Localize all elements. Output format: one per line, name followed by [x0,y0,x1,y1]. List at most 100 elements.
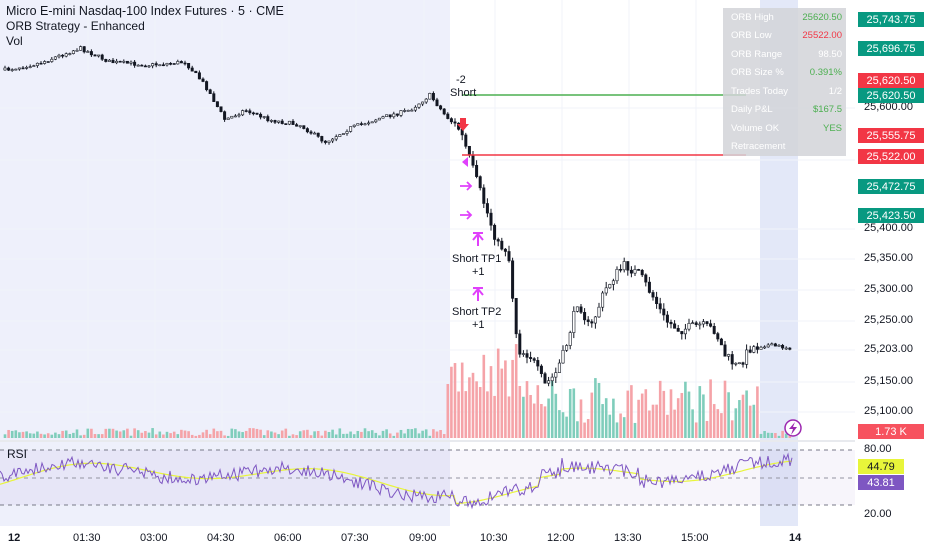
volume-bar [439,429,442,438]
rsi-indicator-name[interactable]: RSI [7,447,28,461]
candle-body [518,333,522,355]
candle-body [709,323,713,327]
candle-body [302,125,306,129]
candle-body [284,123,288,125]
candle-body [374,119,378,123]
candle-body [309,131,313,134]
volume-bar [104,428,108,438]
candle-body [529,357,533,359]
volume-bar [208,434,212,438]
volume-bar [590,392,594,438]
candle-body [640,269,644,276]
volume-bar [493,395,496,438]
candle-body [604,287,608,294]
candle-body [262,116,266,118]
candle-body [550,376,554,382]
volume-bar [216,431,219,438]
volume-bar [97,434,100,438]
volume-bar [601,404,604,438]
candle-body [208,89,212,94]
info-value: 0.391% [809,67,842,79]
volume-bar [273,432,277,438]
candle-body [655,296,659,305]
volume-bar [241,432,244,438]
candle-body [543,373,547,384]
volume-bar [331,429,334,438]
candle-body [187,62,191,69]
candle-body [755,346,759,350]
candle-body [565,345,569,351]
candle-body [194,70,198,74]
candle-body [453,121,457,124]
candle-body [511,260,515,299]
volume-indicator-name[interactable]: Vol [6,34,23,48]
volume-bar [183,430,187,438]
candle-body [676,328,680,332]
volume-bar [406,428,410,438]
info-key: ORB Low [731,30,772,42]
volume-bar [756,386,759,438]
candle-body [273,120,277,123]
candle-body [770,343,774,346]
volume-bar [471,372,475,438]
candle-body [341,133,345,135]
volume-bar [165,431,169,438]
candle-body [691,322,695,325]
volume-bar [734,408,738,438]
candle-body [107,59,111,62]
rsi-line [0,452,793,510]
rsi-pane[interactable] [0,440,855,530]
candle-body [327,140,331,143]
info-key: Daily P&L [731,104,773,116]
candle-body [766,344,770,348]
volume-bar [482,354,486,438]
candle-body [215,101,219,108]
candle-body [356,123,360,126]
candle-body [435,99,439,107]
symbol-title[interactable]: Micro E-mini Nasdaq-100 Index Futures · … [6,4,284,18]
candle-body [521,353,525,355]
volume-bar [115,430,118,438]
volume-bar [288,435,291,438]
volume-bar [32,433,36,438]
candle-body [35,62,39,66]
candle-body [111,59,115,64]
price-axis-label: 25,250.00 [864,314,913,326]
candle-body [17,67,21,70]
volume-bar [543,406,547,438]
volume-bar [514,344,518,438]
volume-bar [277,434,280,438]
candle-body [784,347,788,350]
candle-body [763,346,767,349]
price-chart[interactable] [0,0,855,440]
candle-body [392,113,396,118]
volume-bar [698,386,702,438]
candle-body [50,58,54,62]
volume-bar [144,431,147,438]
candle-body [536,360,540,367]
strategy-name[interactable]: ORB Strategy - Enhanced [6,19,145,33]
candle-body [428,93,432,100]
candle-body [298,125,302,127]
volume-bar [612,398,615,438]
price-axis-label: 25,100.00 [864,405,913,417]
volume-bar [586,419,590,438]
volume-bar [75,429,79,438]
candle-body [244,110,248,112]
candle-body [237,114,241,117]
volume-bar [198,434,201,438]
candle-body [503,248,507,252]
volume-bar [176,434,180,438]
candle-body [417,103,421,108]
candle-body [449,118,453,123]
volume-bar [46,433,50,438]
volume-bar [3,434,7,438]
candle-body [478,176,482,189]
volume-bar [403,433,406,438]
candle-body [79,46,83,51]
volume-bar [68,433,72,438]
candle-body [683,328,687,335]
candle-body [151,63,155,67]
candle-body [777,344,781,347]
volume-bar [446,383,450,438]
